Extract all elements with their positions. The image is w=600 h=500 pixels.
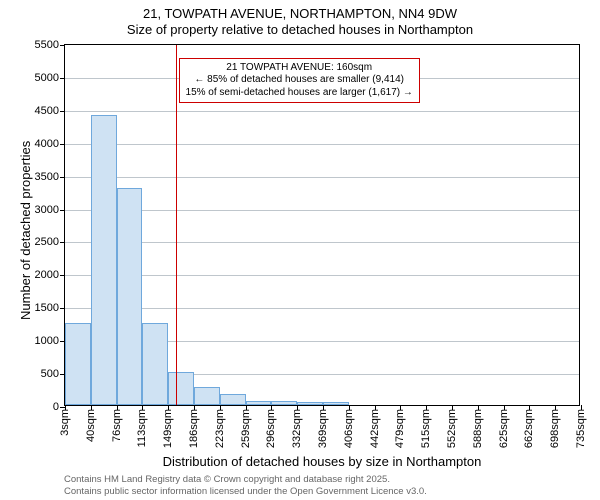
x-tick-mark: [349, 405, 350, 410]
y-tick-label: 3500: [35, 171, 59, 183]
callout-line-3: 15% of semi-detached houses are larger (…: [186, 87, 413, 100]
y-tick-label: 2000: [35, 269, 59, 281]
histogram-bar: [297, 402, 323, 405]
histogram-bar: [168, 372, 194, 405]
x-tick-label: 296sqm: [265, 409, 277, 448]
x-tick-mark: [91, 405, 92, 410]
x-tick-mark: [117, 405, 118, 410]
y-tick-label: 4500: [35, 105, 59, 117]
x-axis-title: Distribution of detached houses by size …: [64, 454, 580, 469]
y-axis-title: Number of detached properties: [18, 141, 33, 320]
y-tick-mark: [60, 45, 65, 46]
x-tick-label: 3sqm: [59, 409, 71, 436]
histogram-bar: [220, 394, 246, 405]
x-tick-mark: [529, 405, 530, 410]
y-tick-label: 3000: [35, 204, 59, 216]
title-line-2: Size of property relative to detached ho…: [0, 22, 600, 38]
histogram-bar: [323, 402, 349, 405]
x-tick-mark: [194, 405, 195, 410]
histogram-bar: [271, 401, 297, 405]
callout-line-1: 21 TOWPATH AVENUE: 160sqm: [186, 62, 413, 75]
y-tick-mark: [60, 177, 65, 178]
y-tick-mark: [60, 275, 65, 276]
y-tick-label: 1000: [35, 335, 59, 347]
x-tick-label: 149sqm: [162, 409, 174, 448]
y-tick-mark: [60, 210, 65, 211]
x-tick-label: 735sqm: [575, 409, 587, 448]
x-tick-label: 625sqm: [498, 409, 510, 448]
footer-line-1: Contains HM Land Registry data © Crown c…: [64, 474, 427, 486]
y-tick-label: 2500: [35, 236, 59, 248]
x-tick-label: 369sqm: [317, 409, 329, 448]
x-tick-label: 515sqm: [420, 409, 432, 448]
x-tick-label: 552sqm: [446, 409, 458, 448]
histogram-bar: [117, 188, 143, 405]
y-tick-mark: [60, 78, 65, 79]
chart-title: 21, TOWPATH AVENUE, NORTHAMPTON, NN4 9DW…: [0, 0, 600, 39]
x-tick-label: 259sqm: [240, 409, 252, 448]
x-tick-label: 40sqm: [85, 409, 97, 442]
footer-line-2: Contains public sector information licen…: [64, 486, 427, 498]
histogram-bar: [91, 115, 117, 405]
y-tick-label: 5000: [35, 72, 59, 84]
y-tick-label: 4000: [35, 138, 59, 150]
x-tick-mark: [478, 405, 479, 410]
callout-line-2: ← 85% of detached houses are smaller (9,…: [186, 74, 413, 87]
x-tick-label: 406sqm: [343, 409, 355, 448]
x-tick-mark: [452, 405, 453, 410]
y-tick-label: 500: [41, 368, 59, 380]
x-tick-mark: [426, 405, 427, 410]
chart-container: 21, TOWPATH AVENUE, NORTHAMPTON, NN4 9DW…: [0, 0, 600, 500]
x-tick-mark: [581, 405, 582, 410]
x-tick-label: 479sqm: [394, 409, 406, 448]
gridline: [65, 144, 579, 145]
title-line-1: 21, TOWPATH AVENUE, NORTHAMPTON, NN4 9DW: [0, 6, 600, 22]
y-tick-mark: [60, 308, 65, 309]
x-tick-mark: [246, 405, 247, 410]
x-tick-mark: [65, 405, 66, 410]
histogram-bar: [194, 387, 220, 405]
histogram-bar: [246, 401, 272, 405]
x-tick-label: 76sqm: [111, 409, 123, 442]
x-tick-label: 113sqm: [136, 409, 148, 447]
x-tick-label: 442sqm: [369, 409, 381, 448]
plot-area: 0500100015002000250030003500400045005000…: [64, 44, 580, 406]
y-tick-label: 1500: [35, 302, 59, 314]
y-tick-mark: [60, 111, 65, 112]
x-tick-label: 186sqm: [188, 409, 200, 448]
x-tick-mark: [220, 405, 221, 410]
x-tick-label: 223sqm: [214, 409, 226, 448]
x-tick-mark: [400, 405, 401, 410]
y-tick-mark: [60, 242, 65, 243]
callout-box: 21 TOWPATH AVENUE: 160sqm← 85% of detach…: [179, 58, 420, 104]
x-tick-mark: [271, 405, 272, 410]
x-tick-mark: [142, 405, 143, 410]
histogram-bar: [65, 323, 91, 405]
y-tick-mark: [60, 144, 65, 145]
reference-line: [176, 45, 177, 405]
x-tick-label: 588sqm: [472, 409, 484, 448]
x-tick-mark: [168, 405, 169, 410]
x-tick-mark: [555, 405, 556, 410]
gridline: [65, 177, 579, 178]
x-tick-label: 332sqm: [291, 409, 303, 448]
x-tick-label: 698sqm: [549, 409, 561, 448]
gridline: [65, 111, 579, 112]
histogram-bar: [142, 323, 168, 405]
x-tick-mark: [297, 405, 298, 410]
footer-attribution: Contains HM Land Registry data © Crown c…: [64, 474, 427, 498]
x-tick-mark: [375, 405, 376, 410]
x-tick-label: 662sqm: [523, 409, 535, 448]
x-tick-mark: [504, 405, 505, 410]
x-tick-mark: [323, 405, 324, 410]
y-tick-label: 5500: [35, 39, 59, 51]
